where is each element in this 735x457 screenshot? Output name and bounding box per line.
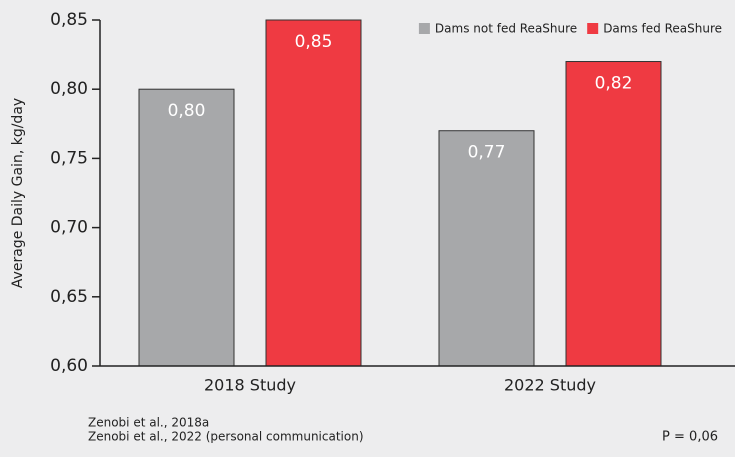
bar <box>438 130 535 367</box>
y-tick-label: 0,60 <box>50 356 88 376</box>
bar <box>265 19 362 367</box>
note: Zenobi et al., 2018a <box>88 416 209 430</box>
bar <box>138 88 235 367</box>
legend-label: Dams fed ReaShure <box>603 22 722 36</box>
y-tick-label: 0,65 <box>50 287 88 307</box>
legend-swatch <box>587 23 599 34</box>
bar-value-label: 0,80 <box>168 101 206 121</box>
legend-label: Dams not fed ReaShure <box>435 22 577 36</box>
y-tick-label: 0,70 <box>50 218 88 238</box>
y-axis-label: Average Daily Gain, kg/day <box>10 98 26 288</box>
x-tick-label: 2022 Study <box>504 376 596 395</box>
annotation: P = 0,06 <box>662 430 718 445</box>
legend-swatch <box>418 23 430 34</box>
y-tick-label: 0,80 <box>50 79 88 99</box>
note: Zenobi et al., 2022 (personal communicat… <box>88 430 364 444</box>
y-tick-label: 0,85 <box>50 10 88 30</box>
bar-value-label: 0,85 <box>295 32 333 52</box>
bar <box>565 61 662 367</box>
y-tick-label: 0,75 <box>50 148 88 168</box>
bar-value-label: 0,82 <box>595 74 633 94</box>
x-tick-label: 2018 Study <box>204 376 296 395</box>
bar-value-label: 0,77 <box>468 143 506 163</box>
